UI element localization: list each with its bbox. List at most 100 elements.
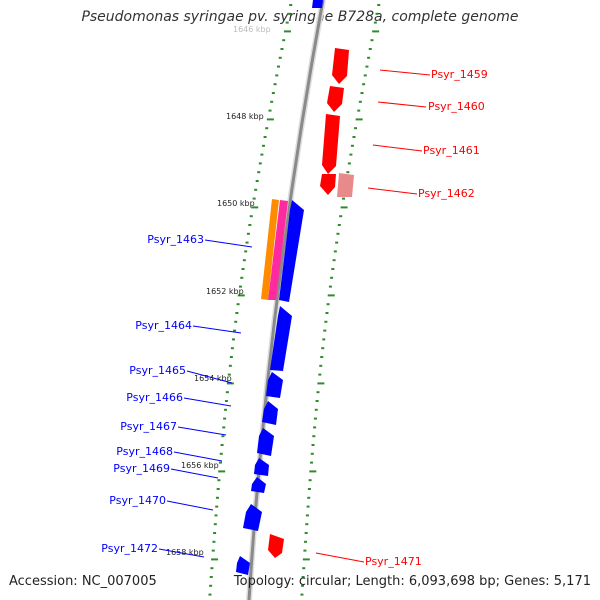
gene-label-psyr-1462[interactable]: Psyr_1462 — [418, 187, 475, 200]
tick-mark-outer — [336, 232, 340, 235]
tick-mark-inner — [216, 488, 220, 490]
tick-mark-outer — [311, 444, 315, 446]
tick-mark-outer — [328, 285, 332, 288]
tick-mark-outer — [316, 391, 320, 394]
gene-label-psyr-1464[interactable]: Psyr_1464 — [135, 319, 192, 332]
tick-mark-outer — [307, 496, 311, 499]
scale-label-1654: 1654 kbp — [194, 374, 232, 383]
tick-mark-outer — [313, 426, 317, 429]
gene-label-psyr-1471[interactable]: Psyr_1471 — [365, 555, 422, 568]
tick-mark-outer — [308, 479, 312, 482]
gene-arrow-psyr-1464[interactable] — [270, 306, 292, 371]
tick-mark-inner — [229, 356, 233, 358]
gene-colored-orange[interactable] — [261, 199, 279, 300]
tick-mark-outer — [352, 136, 356, 138]
tick-mark-inner — [265, 127, 269, 130]
gene-arrow-psyr-1469[interactable] — [251, 477, 266, 493]
tick-mark-inner — [209, 576, 213, 578]
gene-arrow-psyr-1459[interactable] — [332, 48, 349, 84]
gene-label-psyr-1463[interactable]: Psyr_1463 — [147, 233, 204, 246]
tick-mark-inner — [227, 373, 231, 376]
gene-label-psyr-1468[interactable]: Psyr_1468 — [116, 445, 173, 458]
gene-label-psyr-1467[interactable]: Psyr_1467 — [120, 420, 177, 433]
gene-arrow-psyr-1463[interactable] — [279, 200, 304, 302]
tick-mark-outer — [319, 364, 323, 367]
tick-mark-inner — [249, 215, 253, 218]
tick-mark-outer — [332, 259, 336, 262]
tick-mark-inner — [211, 549, 215, 552]
gene-colored-magenta[interactable] — [268, 200, 288, 300]
reverse-strand-genes — [268, 48, 354, 558]
tick-mark-outer — [367, 56, 371, 59]
tick-mark-inner — [240, 276, 244, 279]
tick-mark-inner — [245, 241, 249, 244]
tick-mark-outer — [301, 576, 305, 578]
tick-mark-inner — [273, 83, 277, 86]
tick-mark-outer — [377, 4, 381, 6]
tick-mark-outer — [317, 382, 325, 385]
tick-mark-outer — [320, 356, 324, 358]
tick-mark-outer — [341, 197, 345, 200]
tick-mark-outer — [339, 215, 343, 218]
gene-arrow-psyr-1462[interactable] — [320, 174, 336, 195]
tick-mark-outer — [315, 400, 319, 402]
tick-mark-outer — [362, 83, 366, 86]
tick-mark-outer — [358, 100, 362, 103]
tick-mark-outer — [307, 488, 311, 490]
gene-label-psyr-1465[interactable]: Psyr_1465 — [129, 364, 186, 377]
gene-label-psyr-1459[interactable]: Psyr_1459 — [431, 68, 488, 81]
tick-mark-inner — [282, 39, 286, 42]
tick-mark-outer — [306, 505, 310, 508]
accession-text: Accession: NC_007005 — [9, 574, 157, 589]
tick-mark-outer — [375, 12, 379, 15]
scale-label-1652: 1652 kbp — [206, 287, 244, 296]
gene-label-psyr-1461[interactable]: Psyr_1461 — [423, 144, 480, 157]
tick-mark-outer — [368, 48, 372, 50]
gene-arrow-psyr-1472[interactable] — [236, 556, 250, 575]
leader-lines — [158, 69, 431, 563]
tick-mark-inner — [213, 532, 217, 534]
gene-label-psyr-1472[interactable]: Psyr_1472 — [101, 542, 158, 555]
tick-mark-outer — [357, 109, 361, 112]
gene-arrow-psyr-1462b[interactable] — [337, 173, 354, 197]
tick-mark-inner — [210, 567, 214, 570]
gene-label-psyr-1469[interactable]: Psyr_1469 — [113, 462, 170, 475]
scale-label-1648: 1648 kbp — [226, 112, 264, 121]
scale-labels: 1646 kbp 1648 kbp 1650 kbp 1652 kbp 1654… — [166, 25, 271, 557]
tick-mark-outer — [302, 558, 310, 561]
gene-arrow-psyr-1467[interactable] — [257, 428, 274, 456]
gene-arrow-psyr-1465[interactable] — [266, 372, 283, 398]
tick-mark-outer — [305, 523, 309, 526]
gene-arrow-psyr-1460[interactable] — [327, 86, 344, 112]
tick-mark-inner — [223, 417, 227, 420]
tick-mark-inner — [246, 232, 250, 235]
gene-arrow-psyr-1468[interactable] — [254, 458, 269, 476]
tick-mark-outer — [372, 30, 380, 33]
gene-arrow-psyr-1471[interactable] — [268, 534, 284, 558]
tick-mark-inner — [242, 259, 246, 262]
gene-arrow-psyr-1470[interactable] — [243, 504, 262, 531]
tick-mark-inner — [278, 56, 282, 59]
gene-arrow-partial-top[interactable] — [312, 0, 323, 8]
scale-label-1650: 1650 kbp — [217, 199, 255, 208]
gene-arrow-psyr-1461[interactable] — [322, 114, 340, 174]
gene-label-psyr-1466[interactable]: Psyr_1466 — [126, 391, 183, 404]
tick-mark-outer — [313, 417, 317, 420]
tick-mark-outer — [318, 373, 322, 376]
tick-mark-outer — [322, 338, 326, 341]
tick-mark-inner — [263, 136, 267, 138]
tick-mark-outer — [323, 329, 327, 332]
tick-mark-inner — [236, 303, 240, 306]
tick-mark-outer — [337, 224, 341, 226]
tick-mark-outer — [365, 65, 369, 68]
gene-arrow-psyr-1466[interactable] — [262, 401, 278, 425]
tick-mark-inner — [285, 21, 289, 24]
tick-mark-inner — [283, 30, 291, 33]
tick-mark-inner — [225, 391, 229, 394]
tick-mark-outer — [310, 452, 314, 455]
tick-mark-inner — [275, 74, 279, 77]
tick-mark-inner — [257, 171, 261, 174]
gene-label-psyr-1470[interactable]: Psyr_1470 — [109, 494, 166, 507]
gene-label-psyr-1460[interactable]: Psyr_1460 — [428, 100, 485, 113]
tick-mark-inner — [230, 347, 234, 350]
